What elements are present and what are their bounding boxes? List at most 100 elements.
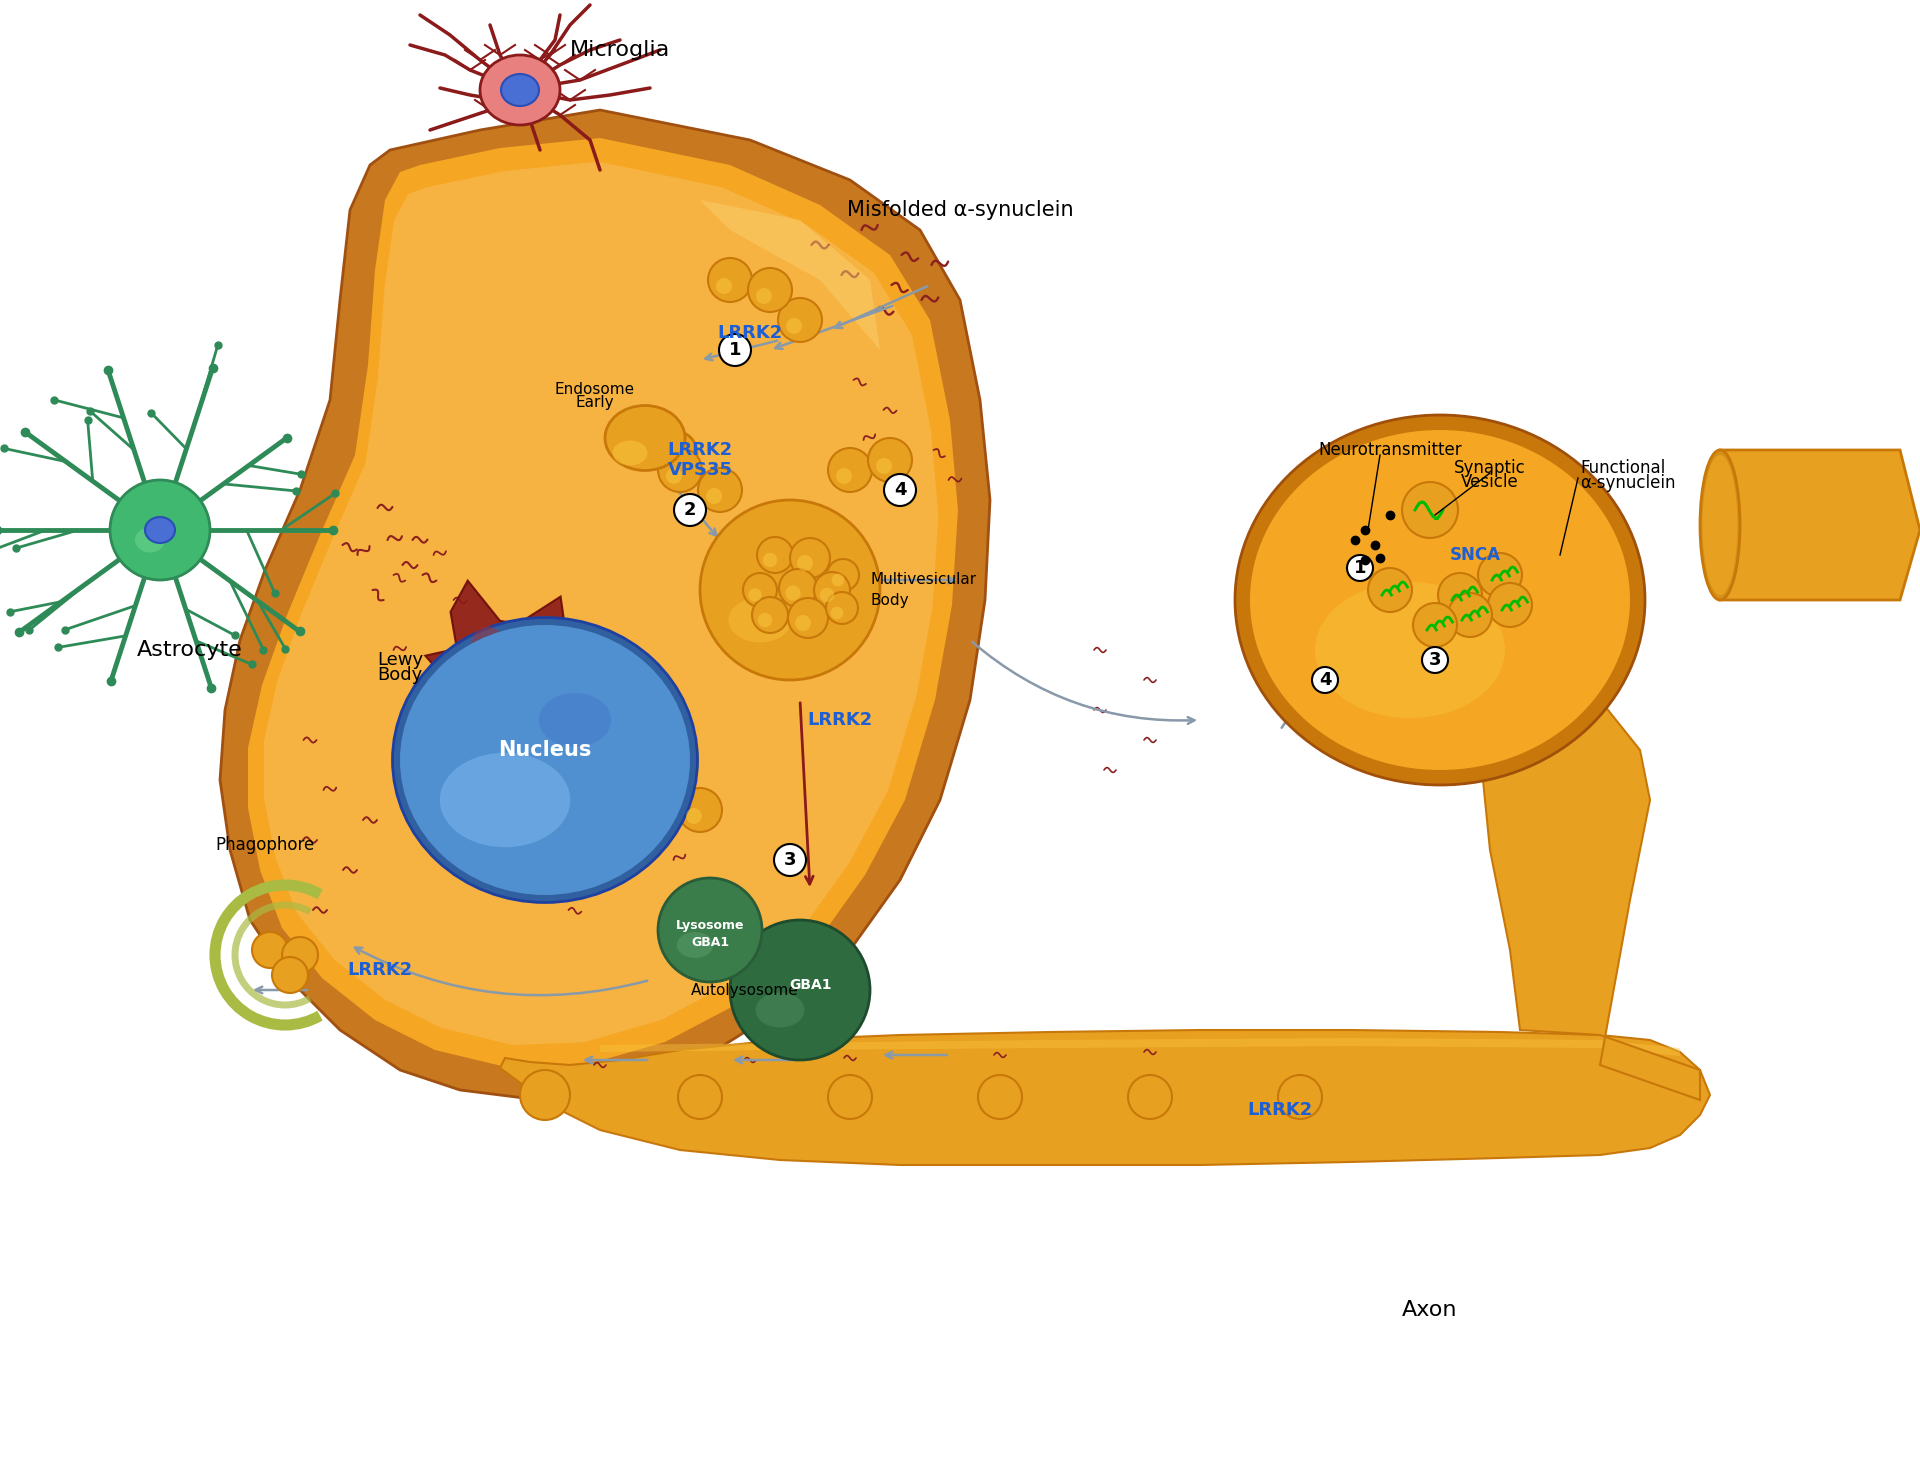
Circle shape [659,449,703,493]
Polygon shape [1480,680,1699,1100]
Circle shape [1279,1075,1323,1119]
Text: GBA1: GBA1 [691,935,730,949]
Circle shape [472,627,505,660]
Circle shape [828,449,872,493]
Text: LRRK2: LRRK2 [718,324,783,342]
Circle shape [868,438,912,482]
Circle shape [826,592,858,625]
Ellipse shape [134,528,165,553]
Circle shape [707,488,722,504]
Circle shape [835,468,852,484]
Text: 1: 1 [1354,559,1367,578]
Circle shape [756,287,772,303]
Circle shape [820,588,833,603]
Ellipse shape [1699,450,1740,600]
Ellipse shape [612,440,647,466]
Text: LRRK2: LRRK2 [808,711,872,729]
Ellipse shape [392,617,697,903]
Circle shape [678,789,722,833]
Circle shape [1438,573,1482,617]
Text: Body: Body [870,592,908,607]
Circle shape [977,1075,1021,1119]
Text: Neurotransmitter: Neurotransmitter [1319,441,1461,459]
Ellipse shape [1250,430,1630,770]
Text: Multivesicular: Multivesicular [870,573,975,588]
Circle shape [461,657,493,688]
Polygon shape [263,161,939,1045]
Circle shape [1367,567,1411,611]
Circle shape [876,457,893,474]
Circle shape [1348,556,1373,581]
Circle shape [828,559,858,591]
Polygon shape [248,138,958,1069]
Circle shape [513,667,547,702]
Text: Misfolded α-synuclein: Misfolded α-synuclein [847,199,1073,220]
Ellipse shape [501,73,540,106]
Circle shape [814,572,851,608]
Text: α-synuclein: α-synuclein [1580,474,1676,493]
Polygon shape [1720,450,1920,600]
Circle shape [666,468,682,484]
Ellipse shape [1703,454,1738,595]
Polygon shape [499,1031,1711,1165]
Circle shape [282,937,319,973]
Circle shape [678,1075,722,1119]
Ellipse shape [755,992,804,1028]
Ellipse shape [676,932,712,957]
Circle shape [749,588,762,603]
Circle shape [628,808,672,852]
Text: Lysosome: Lysosome [676,919,745,931]
Text: 4: 4 [1319,671,1331,689]
Ellipse shape [440,752,570,847]
Circle shape [785,585,801,601]
Circle shape [774,844,806,877]
Circle shape [1402,482,1457,538]
Text: Vesicle: Vesicle [1461,474,1519,491]
Polygon shape [701,199,879,350]
Circle shape [536,657,566,688]
Circle shape [716,279,732,295]
Circle shape [472,645,503,677]
Text: Endosome: Endosome [555,383,636,397]
Text: GBA1: GBA1 [789,978,831,992]
Circle shape [1488,583,1532,627]
Circle shape [743,573,778,607]
Ellipse shape [540,693,611,748]
Circle shape [787,598,828,638]
Circle shape [1129,1075,1171,1119]
Circle shape [730,921,870,1060]
Text: Microglia: Microglia [570,40,670,60]
Circle shape [1478,553,1523,597]
Text: Astrocyte: Astrocyte [136,641,242,660]
Circle shape [762,553,778,567]
Circle shape [883,474,916,506]
Text: Axon: Axon [1402,1300,1457,1319]
Polygon shape [221,110,991,1100]
Text: 3: 3 [1428,651,1442,668]
Circle shape [252,932,288,968]
Text: LRRK2: LRRK2 [348,962,413,979]
Circle shape [789,538,829,578]
Circle shape [1413,603,1457,647]
Circle shape [701,500,879,680]
Circle shape [756,537,793,573]
Circle shape [1423,647,1448,673]
Circle shape [797,556,812,570]
Ellipse shape [728,598,791,642]
Circle shape [831,573,845,586]
Text: SNCA: SNCA [1450,545,1501,564]
Text: Early: Early [576,396,614,410]
Text: Synaptic: Synaptic [1453,459,1526,476]
Circle shape [685,808,703,824]
Polygon shape [599,1038,1680,1056]
Text: Lewy: Lewy [376,651,422,668]
Circle shape [718,334,751,366]
Circle shape [273,957,307,992]
Circle shape [749,268,791,312]
Circle shape [636,828,653,844]
Circle shape [795,616,810,630]
Text: 3: 3 [783,850,797,869]
Circle shape [659,878,762,982]
Ellipse shape [480,56,561,125]
Polygon shape [426,581,578,739]
